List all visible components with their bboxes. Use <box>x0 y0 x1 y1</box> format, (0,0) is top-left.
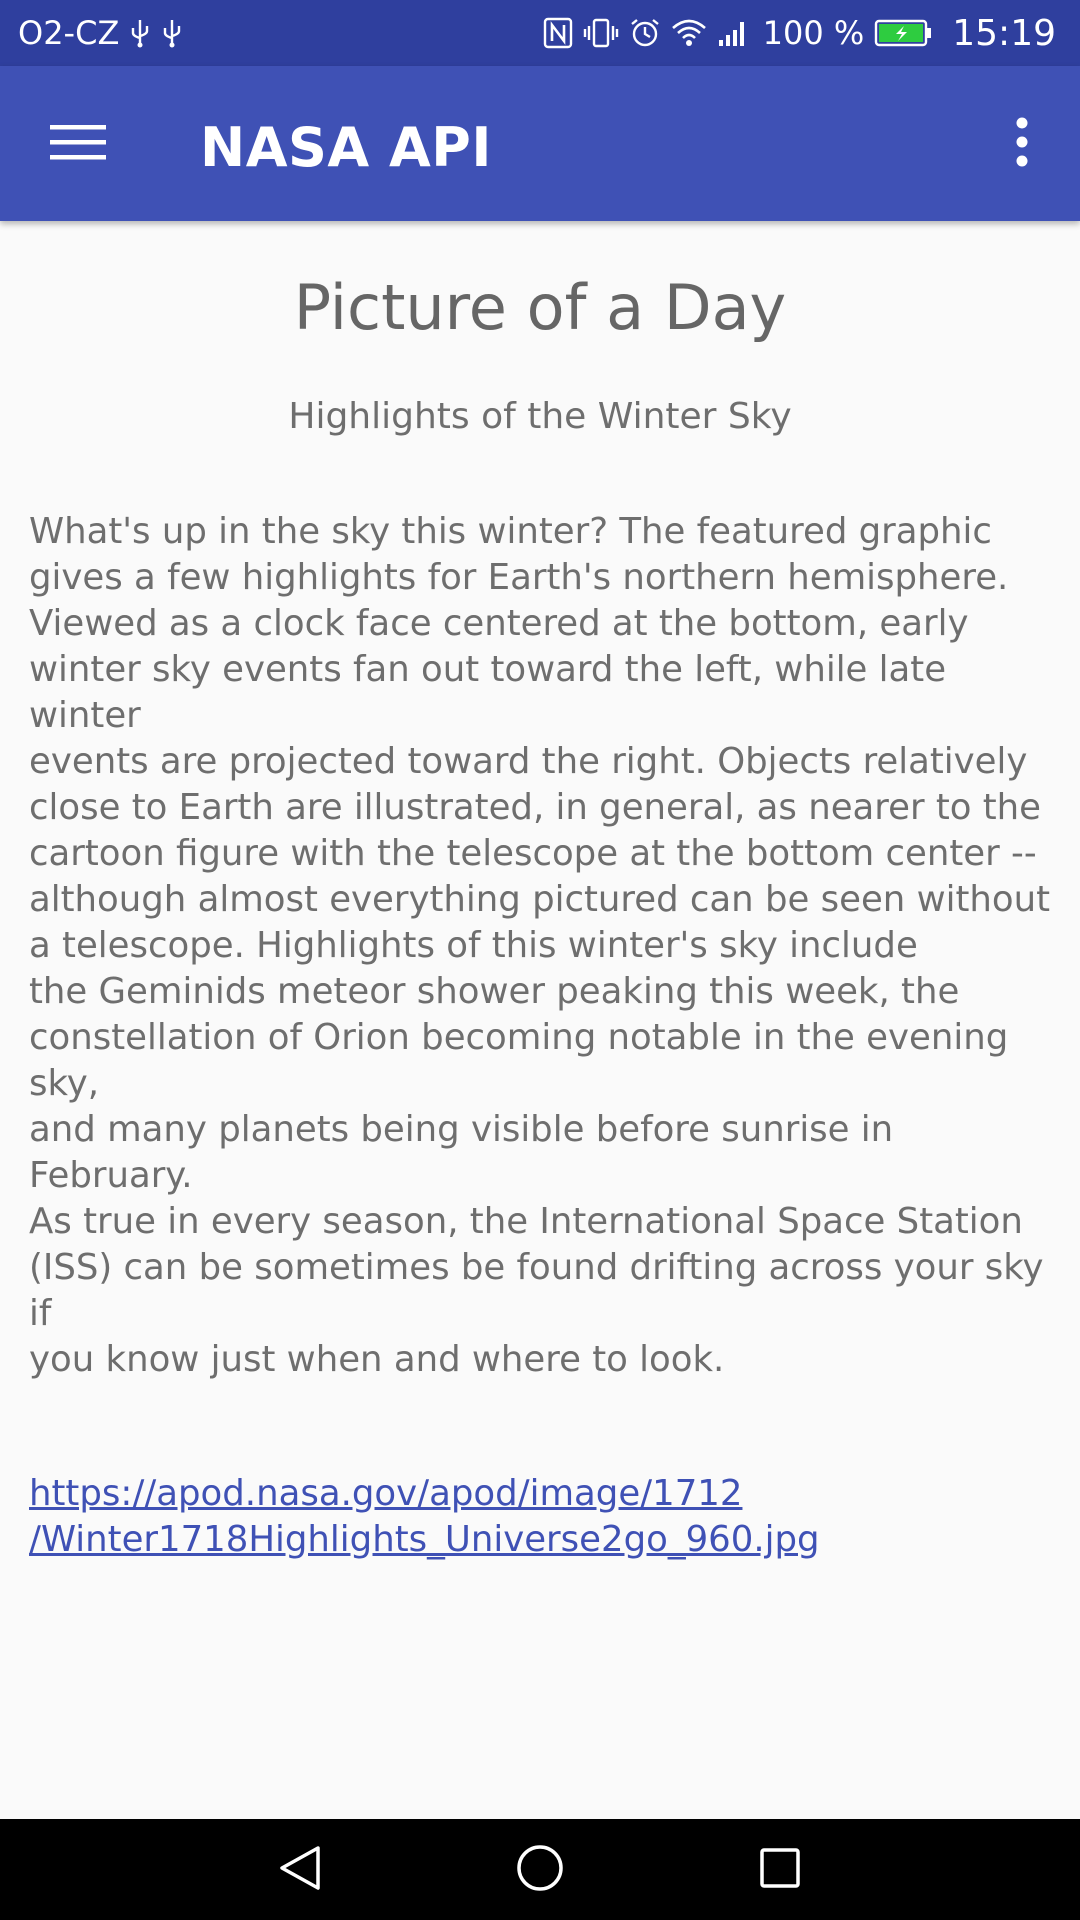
battery-charging-icon <box>874 18 934 48</box>
status-bar-left: O2-CZ <box>18 14 183 52</box>
image-url-link[interactable]: https://apod.nasa.gov/apod/image/1712 /W… <box>29 1473 820 1560</box>
overflow-icon <box>1015 117 1029 171</box>
usb-icon <box>161 18 183 48</box>
menu-icon <box>50 122 106 166</box>
signal-icon <box>717 18 749 48</box>
overflow-menu-button[interactable] <box>994 106 1050 182</box>
vibrate-icon <box>583 17 619 49</box>
app-bar: NASA API <box>0 66 1080 221</box>
home-button[interactable] <box>490 1839 590 1901</box>
recents-button[interactable] <box>730 1839 830 1901</box>
wifi-icon <box>671 18 707 48</box>
app-title: NASA API <box>200 116 492 179</box>
carrier-name: O2-CZ <box>18 14 120 52</box>
nfc-icon <box>543 17 573 49</box>
battery-percentage: 100 % <box>762 14 865 52</box>
menu-button[interactable] <box>30 110 126 178</box>
picture-title: Highlights of the Winter Sky <box>288 396 792 437</box>
alarm-icon <box>629 17 661 49</box>
status-bar: O2-CZ 100 % 15:19 <box>0 0 1080 66</box>
back-button[interactable] <box>250 1839 350 1901</box>
page-title: Picture of a Day <box>293 271 787 344</box>
navigation-bar <box>0 1819 1080 1920</box>
usb-icon <box>129 18 151 48</box>
clock: 15:19 <box>952 12 1056 54</box>
back-icon <box>278 1844 322 1896</box>
recents-icon <box>758 1846 802 1894</box>
home-icon <box>515 1843 565 1897</box>
picture-explanation: What's up in the sky this winter? The fe… <box>29 511 1051 1380</box>
main-content: Picture of a Day Highlights of the Winte… <box>0 221 1080 1819</box>
status-bar-right: 100 % 15:19 <box>543 13 1056 54</box>
